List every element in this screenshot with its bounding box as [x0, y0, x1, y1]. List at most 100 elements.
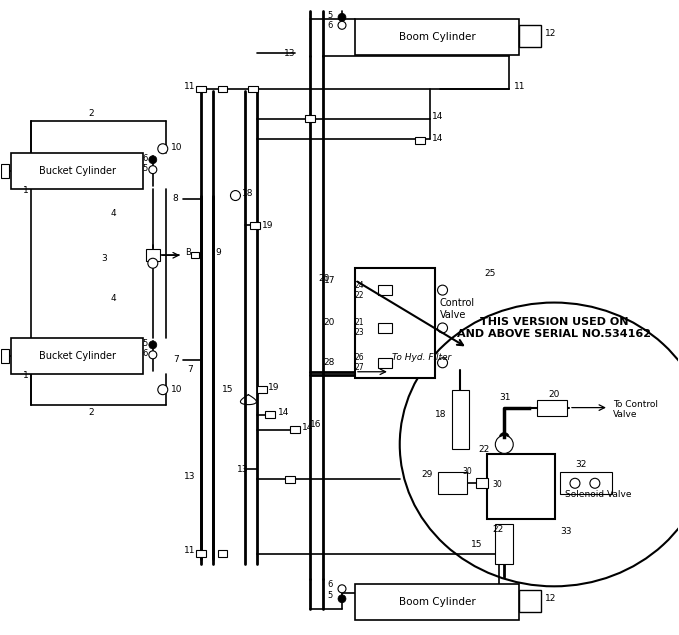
Circle shape [149, 166, 157, 173]
Text: To Hyd. Filter: To Hyd. Filter [392, 353, 451, 363]
Bar [257, 386, 268, 393]
Text: 24: 24 [355, 281, 365, 290]
Text: 1: 1 [23, 186, 29, 195]
Text: 17: 17 [323, 276, 335, 284]
Bar [355, 268, 435, 378]
Text: 11: 11 [514, 81, 526, 91]
Circle shape [149, 156, 157, 164]
Text: 2: 2 [88, 408, 94, 417]
Bar [378, 323, 392, 333]
Text: 11: 11 [184, 547, 196, 556]
Text: 10: 10 [170, 144, 182, 152]
Text: 13: 13 [284, 49, 295, 58]
Text: Valve: Valve [439, 310, 466, 320]
Circle shape [148, 258, 158, 268]
Text: 6: 6 [143, 154, 148, 163]
Circle shape [338, 13, 346, 22]
Text: 23: 23 [355, 328, 365, 337]
Bar [452, 390, 469, 450]
Text: Bucket Cylinder: Bucket Cylinder [39, 166, 115, 176]
Circle shape [149, 351, 157, 359]
Circle shape [158, 385, 168, 395]
Circle shape [590, 478, 600, 488]
Text: 7: 7 [172, 356, 179, 364]
Bar [1, 349, 10, 363]
Bar [290, 426, 300, 433]
Circle shape [437, 285, 447, 295]
Text: 2: 2 [88, 109, 94, 118]
Text: 18: 18 [435, 410, 446, 419]
Circle shape [437, 358, 447, 368]
Text: 22: 22 [492, 525, 504, 533]
Text: 29: 29 [421, 470, 433, 479]
Text: 8: 8 [172, 194, 179, 203]
Bar [537, 399, 567, 415]
Text: 14: 14 [278, 408, 290, 417]
Circle shape [338, 595, 346, 603]
Text: 6: 6 [328, 580, 333, 589]
Bar [191, 252, 199, 258]
Text: Valve: Valve [613, 410, 638, 419]
Circle shape [338, 585, 346, 593]
Text: 7: 7 [187, 365, 193, 374]
Text: 27: 27 [355, 363, 365, 372]
Text: B: B [185, 248, 191, 257]
Bar [12, 153, 143, 189]
Text: 5: 5 [143, 164, 148, 173]
Text: 33: 33 [560, 526, 572, 535]
Circle shape [437, 323, 447, 333]
Text: 11: 11 [184, 81, 196, 91]
Text: 3: 3 [101, 254, 107, 263]
Bar [355, 19, 519, 55]
Bar [488, 455, 555, 519]
Bar [560, 472, 612, 494]
Bar [217, 86, 227, 93]
Text: 5: 5 [328, 591, 333, 600]
Text: 18: 18 [242, 189, 254, 198]
Text: 4: 4 [111, 293, 117, 303]
Text: 4: 4 [111, 209, 117, 218]
Text: 30: 30 [492, 480, 502, 489]
Text: 21: 21 [355, 319, 365, 328]
Text: 15: 15 [222, 385, 234, 394]
Text: 6: 6 [328, 21, 333, 30]
Text: 20: 20 [324, 319, 335, 328]
Bar [437, 472, 467, 494]
Text: 32: 32 [575, 460, 587, 469]
Bar [217, 551, 227, 558]
Text: Boom Cylinder: Boom Cylinder [399, 597, 475, 607]
Bar [305, 116, 315, 123]
Bar [378, 285, 392, 295]
Text: 14: 14 [432, 134, 443, 144]
Bar [355, 584, 519, 620]
Text: 5: 5 [143, 339, 148, 349]
Circle shape [495, 436, 513, 453]
Text: Bucket Cylinder: Bucket Cylinder [39, 351, 115, 361]
Bar [1, 164, 10, 178]
Text: Control: Control [439, 298, 475, 308]
Text: 15: 15 [471, 540, 482, 549]
Bar [12, 338, 143, 374]
Text: 19: 19 [268, 383, 280, 392]
Bar [378, 358, 392, 368]
Text: 12: 12 [545, 594, 557, 603]
Bar [196, 86, 206, 93]
Bar [519, 590, 541, 612]
Text: 6: 6 [143, 349, 148, 358]
Bar [265, 411, 275, 418]
Text: 14: 14 [432, 112, 443, 121]
Circle shape [158, 144, 168, 154]
Text: 13: 13 [184, 472, 196, 481]
Text: 16: 16 [310, 420, 322, 429]
Text: Boom Cylinder: Boom Cylinder [399, 32, 475, 43]
Text: THIS VERSION USED ON
AND ABOVE SERIAL NO.534162: THIS VERSION USED ON AND ABOVE SERIAL NO… [457, 317, 651, 338]
Text: To Control: To Control [613, 400, 658, 409]
Text: 19: 19 [262, 221, 274, 230]
Bar [415, 137, 424, 144]
Text: 22: 22 [355, 291, 365, 300]
Text: 26: 26 [355, 353, 365, 363]
Text: 13: 13 [238, 465, 249, 474]
Circle shape [149, 341, 157, 349]
Bar [477, 478, 488, 488]
Text: 1: 1 [23, 371, 29, 380]
